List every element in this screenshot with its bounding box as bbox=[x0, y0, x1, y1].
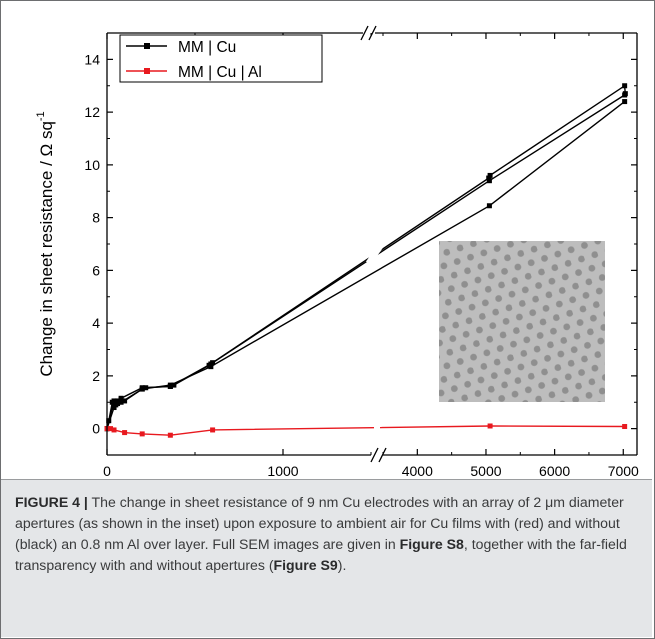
series-break-gap bbox=[374, 418, 380, 434]
series-break-gap bbox=[365, 236, 389, 266]
y-tick-label: 4 bbox=[92, 315, 100, 331]
data-point bbox=[486, 175, 492, 181]
figure-s9-link[interactable]: Figure S9 bbox=[273, 557, 338, 573]
x-tick-label: 4000 bbox=[402, 463, 433, 479]
data-point bbox=[622, 99, 628, 105]
x-axis-ticks: 0 1000 4000 5000 6000 7000 bbox=[103, 33, 639, 479]
plot-frame bbox=[106, 32, 638, 456]
x-tick-label: 7000 bbox=[608, 463, 639, 479]
data-point bbox=[111, 427, 117, 433]
data-point bbox=[486, 203, 492, 209]
data-point bbox=[111, 398, 117, 404]
y-tick-label: 8 bbox=[92, 210, 100, 226]
y-axis-ticks: 0 2 4 6 8 10 12 14 bbox=[84, 51, 637, 456]
x-tick-label: 1000 bbox=[267, 463, 298, 479]
y-axis-label: Change in sheet resistance / Ω sq-1 bbox=[35, 111, 56, 376]
data-point bbox=[208, 364, 214, 370]
data-point bbox=[167, 382, 173, 388]
data-point bbox=[622, 92, 628, 98]
data-point bbox=[111, 405, 117, 411]
data-point bbox=[108, 426, 114, 432]
x-tick-label: 6000 bbox=[539, 463, 570, 479]
y-tick-label: 0 bbox=[92, 421, 100, 437]
y-tick-label: 10 bbox=[84, 157, 100, 173]
y-tick-label: 2 bbox=[92, 368, 100, 384]
figure-caption: FIGURE 4 | The change in sheet resistanc… bbox=[1, 479, 652, 637]
legend-label-cu: MM | Cu bbox=[178, 39, 236, 56]
y-tick-label: 6 bbox=[92, 262, 100, 278]
legend-item-cu: MM | Cu bbox=[126, 39, 236, 56]
caption-text: FIGURE 4 | The change in sheet resistanc… bbox=[15, 492, 643, 576]
caption-part-3: ). bbox=[337, 557, 347, 573]
figure-s8-link[interactable]: Figure S8 bbox=[399, 536, 464, 552]
data-point bbox=[210, 427, 216, 433]
legend: MM | Cu MM | Cu | Al bbox=[119, 34, 323, 83]
y-tick-label: 12 bbox=[84, 104, 100, 120]
data-point bbox=[115, 398, 121, 404]
data-point bbox=[487, 423, 493, 429]
data-point bbox=[167, 432, 173, 438]
figure-label: FIGURE 4 | bbox=[15, 494, 88, 510]
data-point bbox=[139, 386, 145, 392]
legend-label-cu-al: MM | Cu | Al bbox=[178, 64, 262, 81]
legend-item-cu-al: MM | Cu | Al bbox=[126, 64, 262, 81]
data-point bbox=[486, 178, 492, 184]
data-point bbox=[118, 395, 124, 401]
series-layer bbox=[104, 83, 628, 438]
inset-sem-image bbox=[439, 241, 605, 402]
caption-part-1: The change in sheet resistance of 9 nm C… bbox=[15, 494, 624, 552]
data-point bbox=[139, 431, 145, 437]
data-point bbox=[115, 401, 121, 407]
data-point bbox=[122, 430, 128, 436]
chart: 0 2 4 6 8 10 12 14 0 1000 4000 5000 6000 7000 Change… bbox=[35, 25, 639, 479]
x-tick-label: 0 bbox=[103, 463, 111, 479]
data-point bbox=[622, 424, 628, 430]
x-tick-label: 5000 bbox=[470, 463, 501, 479]
caption-part-2: , together with the far-field transparen… bbox=[15, 536, 627, 573]
data-point bbox=[487, 172, 493, 178]
data-point bbox=[208, 361, 214, 367]
data-point bbox=[622, 83, 628, 89]
y-tick-label: 14 bbox=[84, 51, 100, 67]
series-line-3 bbox=[107, 425, 625, 436]
data-point bbox=[118, 399, 124, 405]
